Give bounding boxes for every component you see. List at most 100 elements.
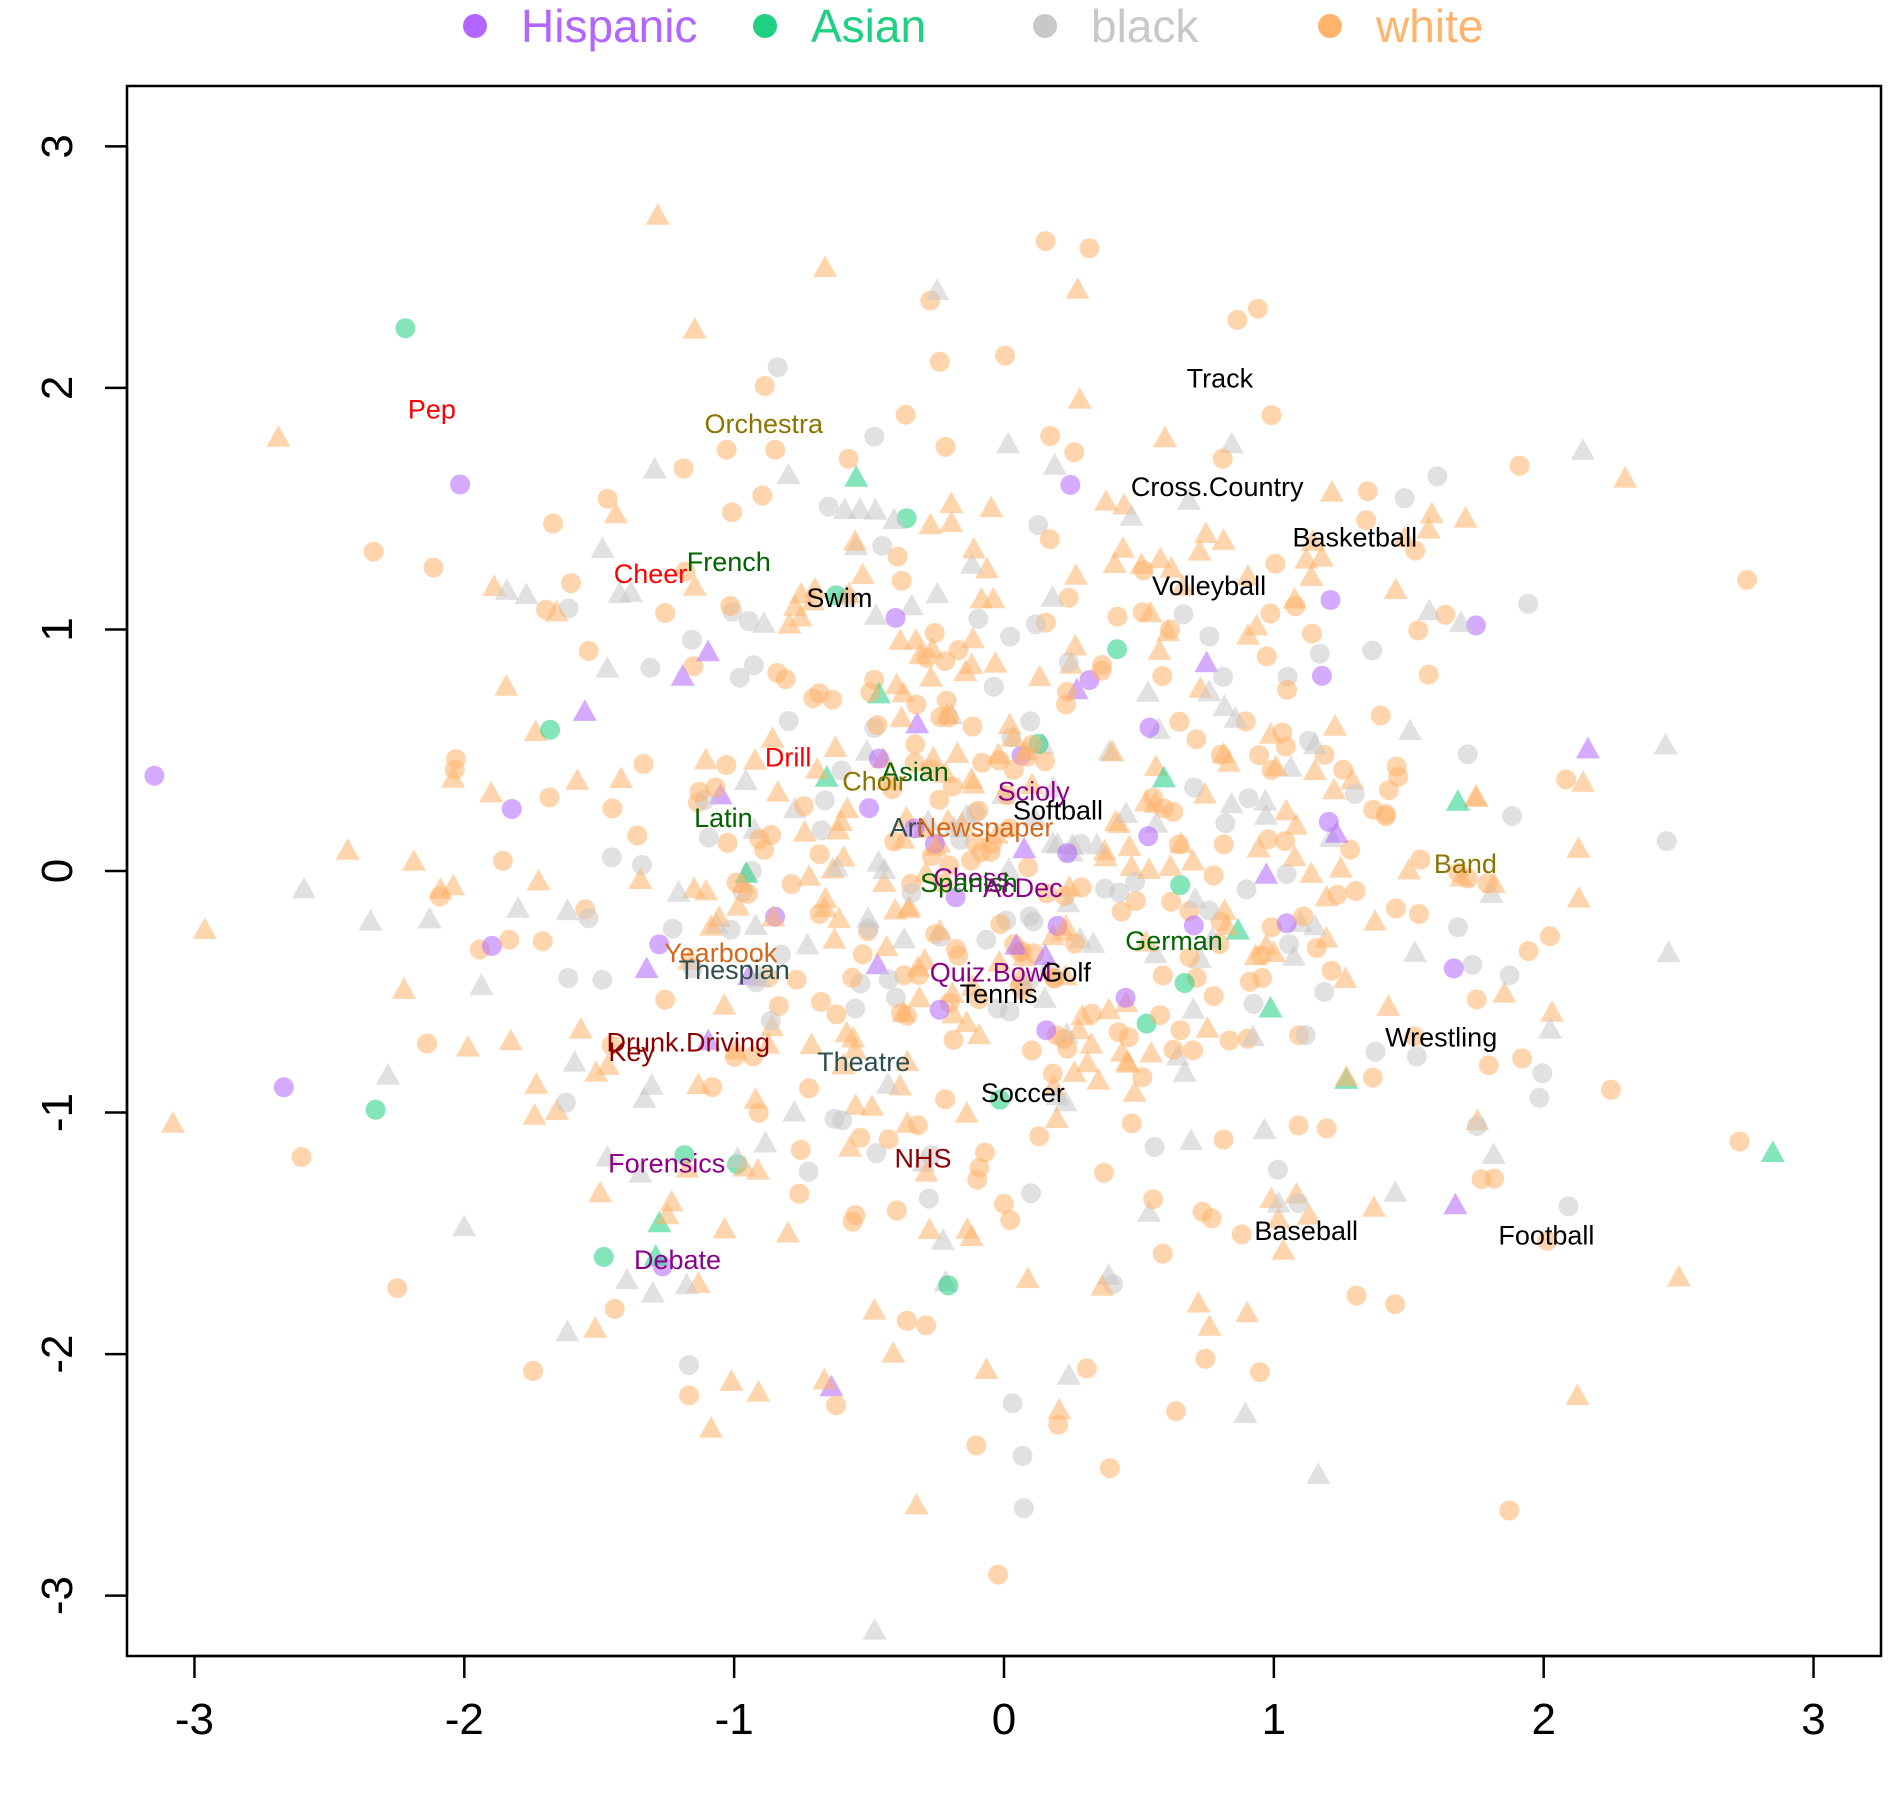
node-point [976, 929, 997, 950]
node-point [1666, 1264, 1691, 1287]
node-point [1737, 569, 1757, 590]
node-point [894, 965, 915, 986]
node-point [948, 945, 969, 966]
club-label: Volleyball [1152, 571, 1266, 601]
node-point [838, 1135, 863, 1157]
node-point [775, 1220, 800, 1243]
node-point [863, 498, 888, 520]
node-point [494, 674, 519, 696]
node-point [845, 998, 866, 1019]
node-point [1532, 1063, 1553, 1084]
node-point [1183, 1040, 1204, 1061]
node-point [601, 847, 622, 868]
club-label: German [1125, 926, 1223, 956]
node-point [788, 604, 813, 627]
node-point [929, 351, 950, 372]
node-point [746, 1380, 771, 1402]
node-point [544, 1098, 569, 1120]
node-point [1443, 1192, 1468, 1215]
node-point [1260, 603, 1281, 624]
node-point [1091, 660, 1112, 681]
node-point [1025, 614, 1046, 635]
node-point [1231, 1224, 1252, 1245]
node-point [1254, 862, 1279, 884]
node-point [1518, 593, 1539, 614]
node-point [923, 834, 948, 856]
node-point [1039, 529, 1060, 550]
node-point [746, 972, 766, 993]
node-point [666, 880, 691, 902]
node-point [1064, 442, 1085, 463]
x-tick-label: 3 [1801, 1695, 1825, 1744]
x-tick-label: 1 [1262, 1695, 1286, 1744]
node-point [1197, 1314, 1222, 1336]
node-point [1258, 722, 1283, 744]
node-point [752, 485, 773, 506]
node-point [1107, 606, 1128, 627]
club-label: Cross.Country [1131, 472, 1304, 502]
node-point [1018, 857, 1039, 878]
node-point [1282, 944, 1306, 966]
node-point [886, 1200, 907, 1221]
node-point [777, 612, 802, 634]
node-point [933, 873, 954, 894]
node-point [999, 818, 1020, 839]
node-point [939, 855, 960, 876]
club-label: Theatre [817, 1047, 910, 1077]
node-point [693, 747, 718, 770]
node-point [908, 642, 933, 665]
node-point [1427, 466, 1448, 487]
node-point [1293, 906, 1314, 927]
node-point [1186, 729, 1207, 750]
node-point [882, 507, 907, 530]
node-point [1219, 1030, 1240, 1051]
node-point [864, 603, 888, 625]
node-point [1481, 871, 1506, 893]
node-point [844, 465, 869, 487]
node-point [602, 798, 623, 819]
node-point [960, 552, 984, 574]
node-point [1397, 857, 1422, 880]
node-point [812, 1367, 837, 1390]
node-point [838, 448, 859, 469]
node-point [1001, 725, 1026, 747]
node-point [1340, 767, 1365, 790]
node-point [662, 918, 683, 939]
node-point [1565, 1383, 1590, 1405]
node-point [943, 1029, 964, 1050]
node-point [720, 919, 741, 940]
node-point [961, 536, 986, 559]
node-point [590, 536, 615, 558]
node-point [417, 906, 442, 929]
node-point [1362, 1067, 1383, 1088]
node-point [1303, 758, 1327, 781]
node-point [954, 1010, 979, 1032]
node-point [444, 759, 465, 780]
node-point [1194, 650, 1219, 673]
node-point [814, 790, 835, 811]
node-point [1212, 448, 1233, 469]
node-point [1064, 563, 1088, 585]
node-point [804, 757, 829, 779]
node-point [904, 627, 928, 650]
node-point [878, 1129, 899, 1150]
node-point [824, 854, 849, 877]
node-point [1375, 806, 1396, 827]
node-point [499, 929, 520, 950]
node-point [1471, 1169, 1492, 1190]
node-point [988, 1564, 1009, 1585]
node-point [1063, 633, 1088, 656]
node-point [887, 546, 908, 567]
node-point [818, 496, 839, 517]
node-point [831, 1052, 856, 1075]
node-point [1199, 900, 1220, 921]
node-point [1170, 875, 1191, 895]
node-point [565, 768, 590, 790]
node-point [1656, 940, 1681, 963]
node-point [1321, 960, 1342, 981]
node-point [482, 935, 502, 956]
node-point [813, 255, 838, 277]
node-point [1509, 455, 1530, 476]
club-label: Golf [1041, 957, 1091, 987]
